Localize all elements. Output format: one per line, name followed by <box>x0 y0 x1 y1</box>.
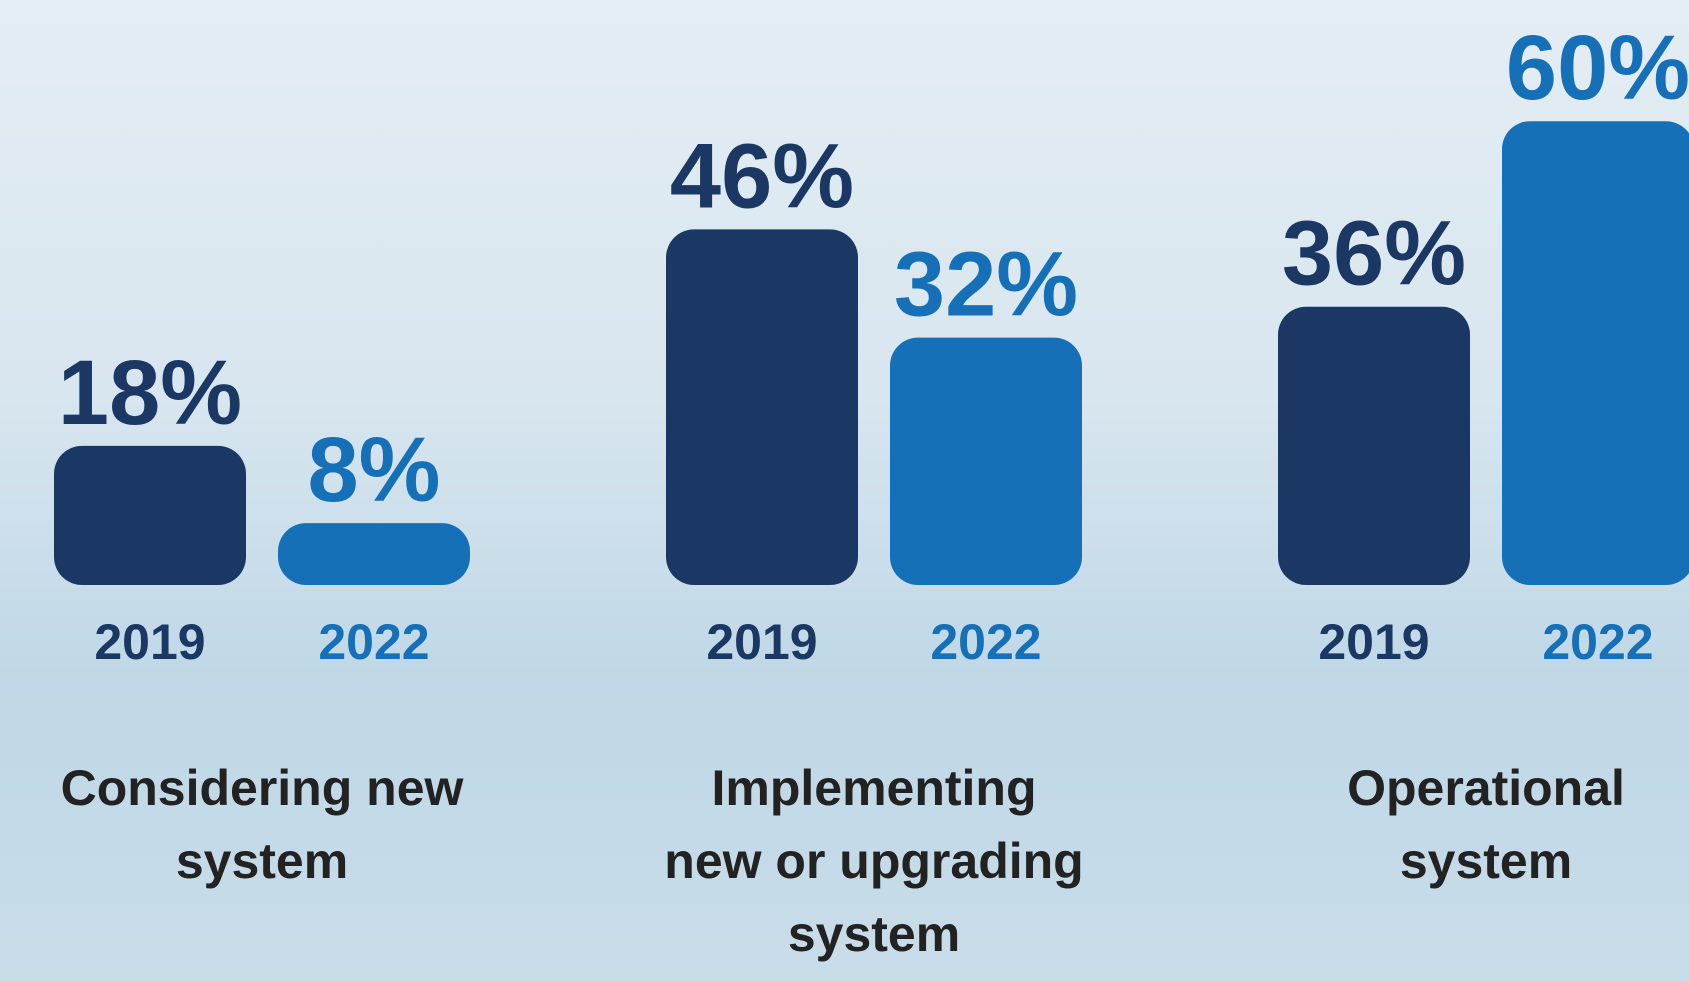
series-label: 2022 <box>1542 614 1653 670</box>
bar <box>666 229 858 586</box>
bar <box>1278 306 1470 585</box>
value-label: 8% <box>308 419 441 521</box>
series-label: 2022 <box>930 614 1041 670</box>
bar <box>1502 121 1689 585</box>
series-label: 2019 <box>94 614 205 670</box>
category-label: Operational system <box>1347 760 1625 889</box>
series-label: 2019 <box>1318 614 1429 670</box>
value-label: 36% <box>1282 203 1466 305</box>
series-label: 2019 <box>706 614 817 670</box>
value-label: 60% <box>1506 17 1689 119</box>
category-label: Implementing new or upgrading system <box>664 760 1084 962</box>
series-label: 2022 <box>318 614 429 670</box>
value-label: 32% <box>894 234 1078 336</box>
value-label: 46% <box>670 125 854 227</box>
bar <box>278 523 470 585</box>
value-label: 18% <box>58 342 242 444</box>
bar <box>890 337 1082 585</box>
category-label: Considering new system <box>60 760 464 889</box>
bar <box>54 445 246 585</box>
